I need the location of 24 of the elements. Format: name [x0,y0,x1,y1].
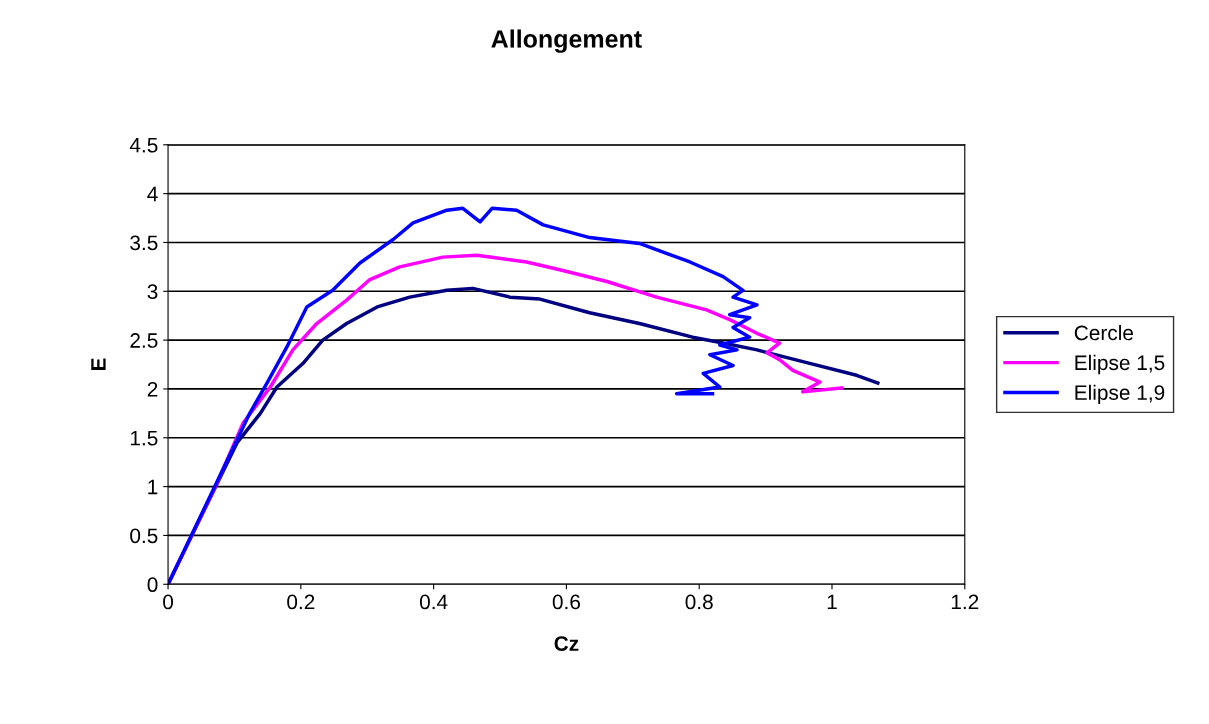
chart-title: Allongement [491,29,642,53]
x-tick-label: 1.2 [951,594,979,610]
x-tick-label: 1 [827,594,837,610]
y-tick-label: 3 [147,284,158,300]
y-tick-label: 1.5 [130,430,158,446]
x-tick-label: 0.4 [419,594,448,610]
y-axis-title: E [91,358,106,371]
y-tick-label: 4 [147,186,158,202]
x-tick-label: 0.2 [287,594,315,610]
y-tick-label: 0.5 [130,528,158,544]
legend-label: Elipse 1,9 [1075,384,1165,405]
y-tick-label: 2.5 [130,333,158,348]
legend-label: Cercle [1074,324,1134,341]
line-series [168,206,759,585]
x-tick-label: 0.6 [552,594,580,610]
y-tick-label: 4.5 [129,138,158,153]
x-tick-label: 0 [163,594,174,610]
y-tick-label: 0 [147,577,158,593]
y-tick-label: 3.5 [130,235,158,251]
legend-label: Elipse 1,5 [1075,354,1165,375]
x-tick-label: 0.8 [685,594,713,610]
y-tick-label: 1 [148,479,158,495]
y-tick-label: 2 [147,381,158,397]
x-axis-title: Cz [554,636,579,651]
